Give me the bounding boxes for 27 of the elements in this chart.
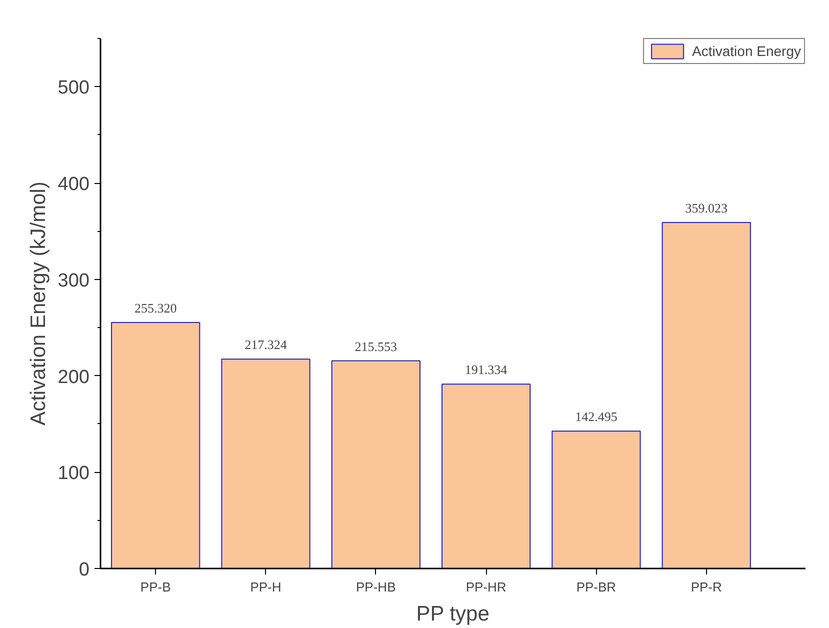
y-tick-label: 0	[78, 560, 90, 580]
x-tick-label: PP-BR	[576, 580, 616, 594]
bar	[441, 384, 531, 568]
bar	[552, 430, 641, 568]
y-axis-title: Activation Energy (kJ/mol)	[26, 182, 50, 426]
data-label: 142.495	[575, 409, 618, 424]
y-tick-label: 200	[58, 366, 90, 388]
y-tick-label: 300	[58, 270, 90, 292]
x-axis-title: PP type	[416, 602, 490, 626]
bar	[331, 360, 420, 568]
x-tick-label: PP-HR	[466, 580, 506, 594]
x-tick-label: PP-HB	[356, 580, 396, 594]
data-label: 255.320	[134, 300, 177, 316]
bar	[111, 322, 200, 568]
x-tick-label: PP-B	[140, 580, 171, 594]
data-label: 191.334	[464, 362, 508, 378]
data-label: 215.553	[354, 338, 398, 354]
y-tick-label: 500	[58, 78, 90, 99]
x-tick-label: PP-R	[690, 580, 722, 594]
bar	[662, 222, 751, 568]
data-label: 217.324	[244, 337, 288, 352]
x-tick-label: PP-H	[250, 580, 282, 594]
legend-label: Activation Energy	[692, 43, 801, 59]
y-tick-label: 400	[58, 174, 90, 196]
data-label: 359.023	[685, 200, 728, 216]
bar	[221, 358, 310, 568]
y-tick-label: 100	[58, 463, 90, 484]
